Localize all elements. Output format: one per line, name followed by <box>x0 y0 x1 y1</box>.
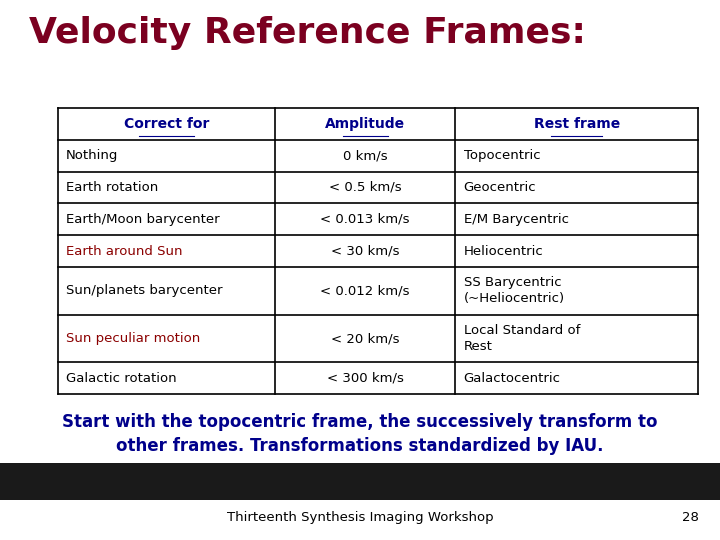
Text: Earth around Sun: Earth around Sun <box>66 245 183 258</box>
Text: Amplitude: Amplitude <box>325 117 405 131</box>
Bar <box>58 108 698 394</box>
Text: Thirteenth Synthesis Imaging Workshop: Thirteenth Synthesis Imaging Workshop <box>227 511 493 524</box>
Text: < 300 km/s: < 300 km/s <box>327 372 404 385</box>
Text: Local Standard of
Rest: Local Standard of Rest <box>464 324 580 353</box>
Text: Heliocentric: Heliocentric <box>464 245 544 258</box>
Text: 28: 28 <box>682 511 698 524</box>
Text: Earth/Moon barycenter: Earth/Moon barycenter <box>66 213 220 226</box>
Text: Sun/planets barycenter: Sun/planets barycenter <box>66 285 222 298</box>
Text: Velocity Reference Frames:: Velocity Reference Frames: <box>29 16 585 50</box>
Text: < 30 km/s: < 30 km/s <box>331 245 400 258</box>
Text: Topocentric: Topocentric <box>464 149 540 162</box>
Text: < 0.013 km/s: < 0.013 km/s <box>320 213 410 226</box>
Text: Galactic rotation: Galactic rotation <box>66 372 177 385</box>
Text: E/M Barycentric: E/M Barycentric <box>464 213 569 226</box>
Text: Correct for: Correct for <box>124 117 210 131</box>
Text: Rest frame: Rest frame <box>534 117 620 131</box>
Text: Geocentric: Geocentric <box>464 181 536 194</box>
Text: 0 km/s: 0 km/s <box>343 149 387 162</box>
Text: < 0.012 km/s: < 0.012 km/s <box>320 285 410 298</box>
Text: < 20 km/s: < 20 km/s <box>331 332 400 345</box>
Bar <box>0 463 720 500</box>
Text: Nothing: Nothing <box>66 149 119 162</box>
Text: Galactocentric: Galactocentric <box>464 372 561 385</box>
Text: Sun peculiar motion: Sun peculiar motion <box>66 332 200 345</box>
Text: Start with the topocentric frame, the successively transform to
other frames. Tr: Start with the topocentric frame, the su… <box>62 413 658 455</box>
Text: < 0.5 km/s: < 0.5 km/s <box>329 181 402 194</box>
Text: SS Barycentric
(~Heliocentric): SS Barycentric (~Heliocentric) <box>464 276 564 305</box>
Text: Earth rotation: Earth rotation <box>66 181 158 194</box>
